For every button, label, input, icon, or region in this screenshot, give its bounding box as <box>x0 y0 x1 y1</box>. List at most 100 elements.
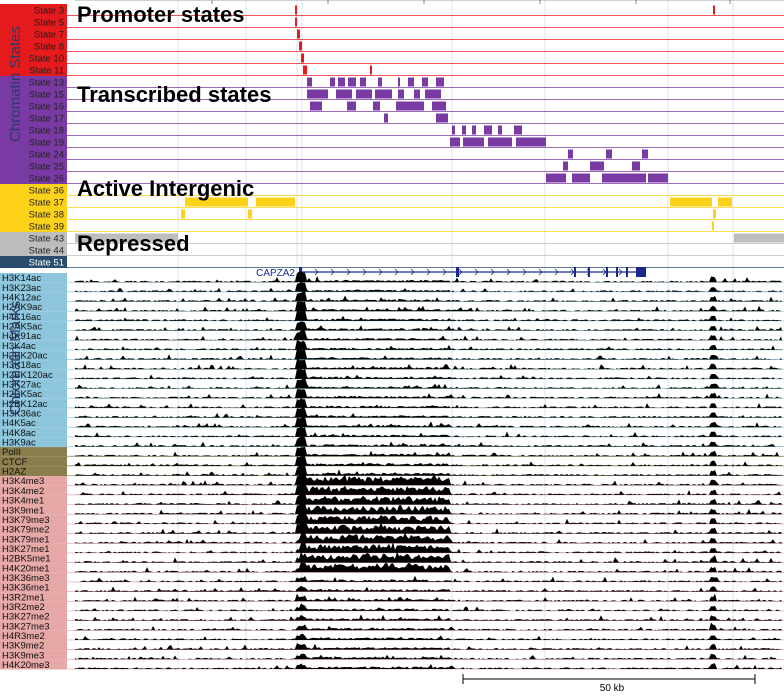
mark-label-bg <box>0 485 67 496</box>
state-call-block <box>347 101 356 111</box>
state-call-block <box>295 17 297 27</box>
state-label: State 36 <box>29 186 64 197</box>
mark-label: H4K5ac <box>2 418 36 429</box>
mark-signal-profile <box>75 271 782 283</box>
mark-row: H3R2me1 <box>0 592 784 603</box>
mark-signal-profile <box>75 359 782 370</box>
mark-label-bg <box>0 379 67 390</box>
state-call-block <box>436 113 448 123</box>
state-label-bg <box>0 220 67 232</box>
mark-signal-profile <box>75 465 782 476</box>
state-call-block <box>670 197 712 207</box>
mark-label: H4K20me3 <box>2 660 50 671</box>
mark-label-bg <box>0 321 67 332</box>
mark-label-bg <box>0 640 67 651</box>
gene-strand-arrow <box>618 268 623 276</box>
mark-signal-profile <box>75 633 782 640</box>
mark-label-bg <box>0 601 67 612</box>
state-call-block <box>648 173 668 183</box>
state-call-block <box>734 233 784 243</box>
mark-row: H2AK5ac <box>0 321 784 333</box>
state-label-bg <box>0 148 67 160</box>
state-call-block <box>336 89 352 99</box>
state-call-block <box>408 77 414 87</box>
state-label-bg <box>0 172 67 184</box>
state-call-block <box>642 149 648 159</box>
gene-exon <box>636 267 646 277</box>
gene-strand-arrow <box>554 268 559 276</box>
state-label: State 10 <box>29 54 64 65</box>
state-label: State 3 <box>34 6 64 17</box>
state-call-block <box>432 101 446 111</box>
mark-row: H3K79me3 <box>0 512 784 526</box>
mark-signal-profile <box>75 663 782 669</box>
state-call-block <box>484 125 492 135</box>
mark-label-bg <box>0 534 67 544</box>
state-call-block <box>310 101 322 111</box>
mark-label-bg <box>0 466 67 477</box>
mark-label-bg <box>0 302 67 312</box>
mark-signal-profile <box>75 446 782 457</box>
mark-label-bg <box>0 447 67 457</box>
mark-signal-profile <box>75 493 782 505</box>
mark-label: H2BK120ac <box>2 370 53 381</box>
state-call-block <box>450 137 460 147</box>
active-intergenic-annotation: Active Intergenic <box>77 176 254 201</box>
gene-strand-arrow <box>474 268 479 276</box>
state-call-block <box>181 209 185 219</box>
mark-row: PolII <box>0 446 784 458</box>
mark-row: H4K12ac <box>0 291 784 304</box>
state-call-block <box>375 89 392 99</box>
mark-signal-profile <box>75 603 782 611</box>
mark-row: H3R2me2 <box>0 601 784 613</box>
state-call-block <box>256 197 295 207</box>
mark-signal-profile <box>75 398 782 408</box>
mark-signal-profile <box>75 282 782 292</box>
state-row: State 13 <box>0 76 784 89</box>
repressed-annotation: Repressed <box>77 231 190 256</box>
state-call-block <box>568 149 573 159</box>
mark-label: H2BK12ac <box>2 399 48 410</box>
mark-label: H3K4ac <box>2 341 36 352</box>
state-label-bg <box>0 88 67 100</box>
state-row: State 17 <box>0 112 784 125</box>
state-label: State 39 <box>29 222 64 233</box>
state-label-bg <box>0 184 67 196</box>
mark-signal-profile <box>75 585 782 592</box>
mark-signal-profile <box>75 512 782 524</box>
state-label: State 7 <box>34 30 64 41</box>
mark-label-bg <box>0 582 67 593</box>
state-call-block <box>713 5 715 15</box>
mark-signal-profile <box>75 575 782 582</box>
mark-row: H3K18ac <box>0 359 784 371</box>
state-label: State 18 <box>29 126 64 137</box>
mark-row: H4K91ac <box>0 329 784 342</box>
mark-label-bg <box>0 659 67 670</box>
state-label: State 13 <box>29 78 64 89</box>
mark-signal-profile <box>75 474 782 486</box>
mark-label-bg <box>0 611 67 622</box>
state-call-block <box>356 89 372 99</box>
state-row: State 15 <box>0 88 784 101</box>
mark-row: H4K5ac <box>0 416 784 429</box>
state-call-block <box>384 113 388 123</box>
state-call-block <box>462 125 466 135</box>
state-label-bg <box>0 4 67 16</box>
gene-exon <box>588 267 590 277</box>
state-row: State 38 <box>0 208 784 221</box>
state-label: State 16 <box>29 102 64 113</box>
state-label-bg <box>0 124 67 136</box>
mark-label: H2BK20ac <box>2 351 48 362</box>
mark-row: H2BK5ac <box>0 389 784 400</box>
mark-row: H3K27me2 <box>0 611 784 623</box>
mark-label: H3R2me1 <box>2 592 45 603</box>
mark-row: H2BK20ac <box>0 348 784 362</box>
mark-label: H4K16ac <box>2 312 41 323</box>
mark-label-bg <box>0 621 67 631</box>
mark-label-bg <box>0 572 67 583</box>
state-call-block <box>572 173 590 183</box>
mark-label-bg <box>0 282 67 293</box>
mark-row: H3K36ac <box>0 407 784 420</box>
state-call-block <box>422 77 428 87</box>
state-call-block <box>436 77 444 87</box>
